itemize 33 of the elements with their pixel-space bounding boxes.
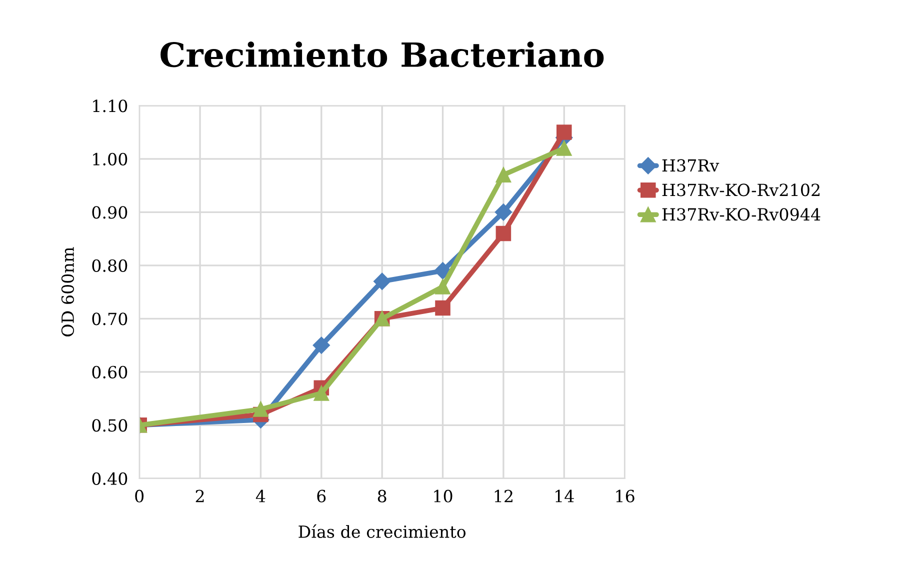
y-axis-title: OD 600nm	[61, 247, 74, 336]
y-tick-label: 0.50	[92, 419, 128, 432]
point	[494, 204, 512, 221]
y-tick-label: 0.90	[92, 206, 128, 219]
x-axis-title: Días de crecimiento	[298, 524, 466, 538]
x-tick-label: 10	[434, 490, 452, 502]
y-tick-label: 0.60	[92, 366, 128, 378]
x-tick-label: 12	[494, 490, 512, 502]
point	[434, 262, 452, 280]
y-tick-label: 1.00	[93, 152, 128, 166]
legend-label: H37Rv-KO-Rv2102	[662, 184, 820, 196]
chart-title: Crecimiento Bacteriano	[160, 41, 604, 68]
y-tick-label: 0.70	[92, 312, 128, 326]
point	[435, 300, 450, 316]
x-tick-label: 4	[256, 490, 266, 502]
x-tick-label: 6	[317, 490, 326, 502]
point	[496, 226, 512, 242]
x-tick-label: 14	[556, 490, 574, 502]
legend-label: H37Rv	[662, 159, 720, 172]
point	[496, 167, 512, 183]
x-tick-label: 8	[378, 490, 386, 502]
point	[435, 279, 450, 294]
y-tick-label: 0.80	[92, 259, 128, 272]
point	[312, 336, 330, 354]
legend-label: H37Rv-KO-Rv0944	[662, 208, 820, 221]
point	[314, 386, 330, 401]
point	[253, 402, 268, 417]
y-tick-label: 1.10	[93, 100, 128, 112]
x-tick-label: 2	[196, 490, 204, 502]
x-tick-label: 16	[616, 490, 634, 502]
x-tick-label: 0	[135, 490, 144, 502]
y-tick-label: 0.40	[92, 472, 128, 485]
point	[374, 272, 391, 290]
